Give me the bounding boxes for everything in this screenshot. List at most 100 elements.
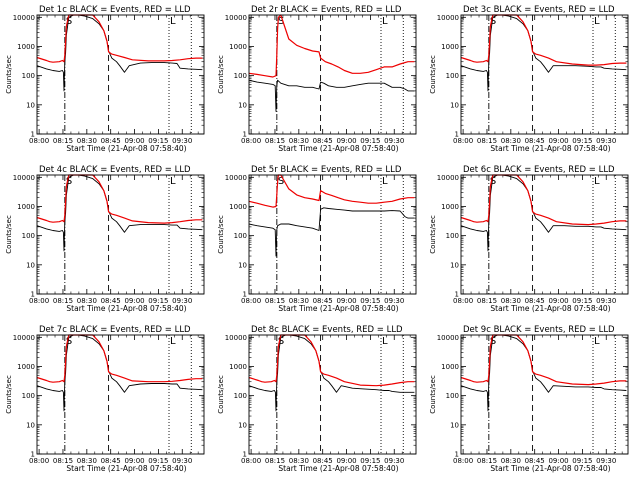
plot-frame [248, 334, 417, 455]
y-tick-label: 10000 [13, 174, 35, 182]
marker-label: S [490, 16, 496, 27]
y-tick-label: 1000 [17, 43, 35, 51]
y-axis-label: Counts/sec [429, 215, 437, 254]
series-line-events [248, 79, 415, 112]
series-line-lld [460, 334, 627, 386]
y-tick-label: 10000 [437, 334, 459, 342]
x-tick-label: 08:15 [265, 297, 285, 305]
x-tick-label: 09:30 [172, 137, 192, 145]
x-tick-label: 09:00 [124, 137, 144, 145]
y-tick-label: 1 [455, 291, 459, 299]
y-tick-label: 100 [22, 72, 35, 80]
y-tick-label: 1 [31, 131, 35, 139]
x-tick-label: 09:00 [548, 457, 568, 465]
y-tick-label: 10 [450, 101, 459, 109]
marker-label: L [594, 16, 600, 27]
y-tick-label: 10 [26, 101, 35, 109]
x-tick-label: 08:00 [241, 137, 261, 145]
y-tick-label: 10 [450, 421, 459, 429]
marker-label: L [170, 176, 176, 187]
y-tick-label: 1000 [441, 363, 459, 371]
marker-label: S [490, 176, 496, 187]
x-tick-label: 09:30 [596, 457, 616, 465]
y-tick-label: 1000 [229, 203, 247, 211]
series-line-lld [248, 334, 415, 387]
x-tick-label: 09:00 [124, 457, 144, 465]
y-axis-label: Counts/sec [5, 375, 13, 414]
panel-title: Det 3c BLACK = Events, RED = LLD [463, 5, 615, 15]
x-tick-label: 08:00 [29, 137, 49, 145]
x-tick-label: 08:30 [77, 297, 97, 305]
y-tick-label: 100 [22, 232, 35, 240]
x-axis-label: Start Time (21-Apr-08 07:58:40) [66, 464, 186, 473]
x-tick-label: 08:15 [477, 137, 497, 145]
detector-panel-9: Det 9c BLACK = Events, RED = LLD Counts/s… [429, 325, 629, 473]
series-line-lld [248, 174, 415, 208]
plot-frame [460, 14, 629, 135]
series-line-events [460, 174, 627, 252]
x-tick-label: 09:00 [336, 297, 356, 305]
y-tick-label: 100 [234, 392, 247, 400]
detector-panel-5: Det 5r BLACK = Events, RED = LLD Counts/s… [217, 165, 417, 313]
y-axis-label: Counts/sec [5, 215, 13, 254]
x-tick-label: 09:30 [596, 137, 616, 145]
x-tick-label: 09:00 [336, 457, 356, 465]
x-axis-label: Start Time (21-Apr-08 07:58:40) [490, 144, 610, 153]
series-line-events [36, 334, 203, 412]
detector-panel-4: Det 4c BLACK = Events, RED = LLD Counts/s… [5, 165, 205, 313]
x-tick-label: 08:30 [289, 457, 309, 465]
x-tick-label: 08:00 [29, 457, 49, 465]
detector-panel-3: Det 3c BLACK = Events, RED = LLD Counts/s… [429, 5, 629, 153]
y-axis-label: Counts/sec [429, 375, 437, 414]
x-tick-label: 08:15 [477, 457, 497, 465]
panel-title: Det 9c BLACK = Events, RED = LLD [463, 325, 615, 335]
x-tick-label: 08:30 [289, 137, 309, 145]
series-line-events [460, 14, 627, 92]
x-tick-label: 09:30 [172, 457, 192, 465]
x-tick-label: 09:30 [384, 297, 404, 305]
x-tick-label: 08:15 [53, 457, 73, 465]
y-tick-label: 1000 [441, 203, 459, 211]
y-tick-label: 1 [243, 451, 247, 459]
detector-panel-1: Det 1c BLACK = Events, RED = LLD Counts/s… [5, 5, 205, 153]
y-tick-label: 100 [234, 72, 247, 80]
y-tick-label: 100 [446, 72, 459, 80]
y-tick-label: 10000 [13, 14, 35, 22]
x-axis-label: Start Time (21-Apr-08 07:58:40) [66, 144, 186, 153]
x-tick-label: 08:45 [525, 457, 545, 465]
y-tick-label: 1 [243, 131, 247, 139]
x-tick-label: 08:00 [453, 297, 473, 305]
detector-panel-2: Det 2r BLACK = Events, RED = LLD Counts/s… [217, 5, 417, 153]
x-axis-label: Start Time (21-Apr-08 07:58:40) [490, 304, 610, 313]
x-tick-label: 08:30 [77, 457, 97, 465]
marker-label: L [382, 16, 388, 27]
x-axis-label: Start Time (21-Apr-08 07:58:40) [278, 464, 398, 473]
y-tick-label: 1000 [229, 43, 247, 51]
y-axis-label: Counts/sec [5, 55, 13, 94]
x-tick-label: 09:15 [572, 137, 592, 145]
x-tick-label: 09:00 [548, 297, 568, 305]
series-line-lld [248, 14, 415, 78]
y-tick-label: 1 [31, 291, 35, 299]
plot-frame [460, 334, 629, 455]
x-tick-label: 08:45 [313, 137, 333, 145]
marker-label: L [382, 176, 388, 187]
marker-label: S [66, 176, 72, 187]
x-tick-label: 09:15 [572, 457, 592, 465]
panel-title: Det 6c BLACK = Events, RED = LLD [463, 165, 615, 175]
y-tick-label: 1000 [441, 43, 459, 51]
x-tick-label: 09:15 [360, 137, 380, 145]
panel-title: Det 4c BLACK = Events, RED = LLD [39, 165, 191, 175]
panel-title: Det 8c BLACK = Events, RED = LLD [251, 325, 403, 335]
x-tick-label: 09:00 [124, 297, 144, 305]
marker-label: L [594, 176, 600, 187]
y-axis-label: Counts/sec [217, 215, 225, 254]
x-axis-label: Start Time (21-Apr-08 07:58:40) [66, 304, 186, 313]
y-tick-label: 10000 [437, 14, 459, 22]
detector-panel-6: Det 6c BLACK = Events, RED = LLD Counts/s… [429, 165, 629, 313]
y-tick-label: 10 [238, 101, 247, 109]
y-tick-label: 100 [446, 232, 459, 240]
x-tick-label: 09:15 [360, 297, 380, 305]
x-tick-label: 08:30 [501, 297, 521, 305]
marker-label: L [170, 16, 176, 27]
